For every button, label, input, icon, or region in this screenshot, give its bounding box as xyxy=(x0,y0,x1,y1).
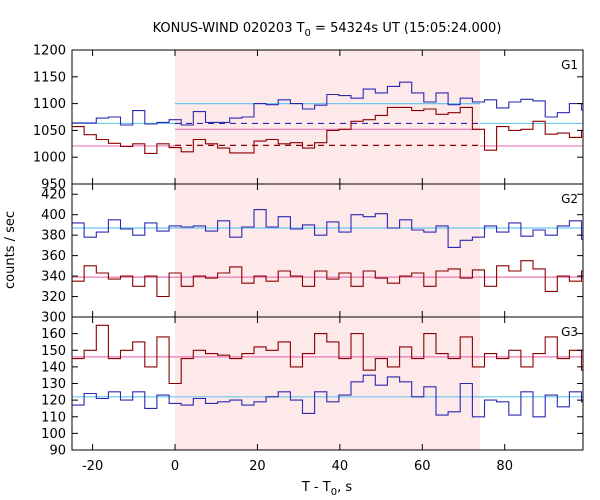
y-tick-label: 90 xyxy=(49,444,66,459)
x-axis-title-main: T - T xyxy=(301,480,331,495)
chart-title: KONUS-WIND 020203 T0 = 54324s UT (15:05:… xyxy=(153,21,502,39)
y-tick-label: 1000 xyxy=(33,151,66,166)
y-tick-label: 320 xyxy=(41,290,66,305)
panel-g2: 300 320 340 360 380 400 420 G2 xyxy=(41,183,584,326)
series-blue-steps xyxy=(72,374,583,418)
series-red-steps xyxy=(72,324,583,385)
y-tick-label: 110 xyxy=(41,410,66,425)
y-tick-label: 140 xyxy=(41,360,66,375)
panel-g1: 950 1000 1050 1100 1150 1200 G1 xyxy=(33,44,584,193)
y-tick-label: 340 xyxy=(41,270,66,285)
y-tick-label: 1100 xyxy=(33,97,66,112)
series-red-steps xyxy=(72,260,583,298)
shaded-interval xyxy=(175,50,480,450)
panel-label: G3 xyxy=(561,325,578,339)
y-tick-label: 360 xyxy=(41,249,66,264)
y-tick-label: 1200 xyxy=(33,44,66,59)
x-tick-label: 20 xyxy=(249,459,266,474)
y-tick-label: 150 xyxy=(41,344,66,359)
y-tick-label: 130 xyxy=(41,377,66,392)
panel-label: G1 xyxy=(561,58,578,72)
y-tick-label: 380 xyxy=(41,229,66,244)
y-tick-label: 160 xyxy=(41,327,66,342)
x-tick-label: 0 xyxy=(171,459,179,474)
panel-label: G2 xyxy=(561,192,578,206)
chart-title-subscript: 0 xyxy=(305,28,311,39)
y-tick-label: 420 xyxy=(41,188,66,203)
y-tick-label: 100 xyxy=(41,427,66,442)
y-axis-title: counts / sec xyxy=(3,211,18,289)
panels-layer: 95010001050110011501200G1300320340360380… xyxy=(33,44,584,474)
y-tick-label: 1150 xyxy=(33,70,66,85)
chart-title-rest: = 54324s UT (15:05:24.000) xyxy=(311,21,501,36)
x-axis-title-subscript: 0 xyxy=(331,487,337,498)
series-blue-steps xyxy=(72,81,583,126)
x-tick-label: -20 xyxy=(82,459,103,474)
y-tick-label: 1050 xyxy=(33,124,66,139)
y-tick-label: 300 xyxy=(41,311,66,326)
x-axis-title: T - T0, s xyxy=(301,480,352,498)
x-tick-label: 60 xyxy=(414,459,431,474)
series-red-steps xyxy=(72,106,583,154)
series-blue-steps xyxy=(72,209,583,248)
shaded-interval-layer xyxy=(175,50,480,450)
x-axis-title-rest: , s xyxy=(337,480,352,495)
x-tick-label: 80 xyxy=(496,459,513,474)
y-tick-label: 950 xyxy=(41,178,66,193)
chart-title-main: KONUS-WIND 020203 T xyxy=(153,21,305,36)
x-tick-label: 40 xyxy=(332,459,349,474)
y-tick-label: 120 xyxy=(41,394,66,409)
y-tick-label: 400 xyxy=(41,208,66,223)
